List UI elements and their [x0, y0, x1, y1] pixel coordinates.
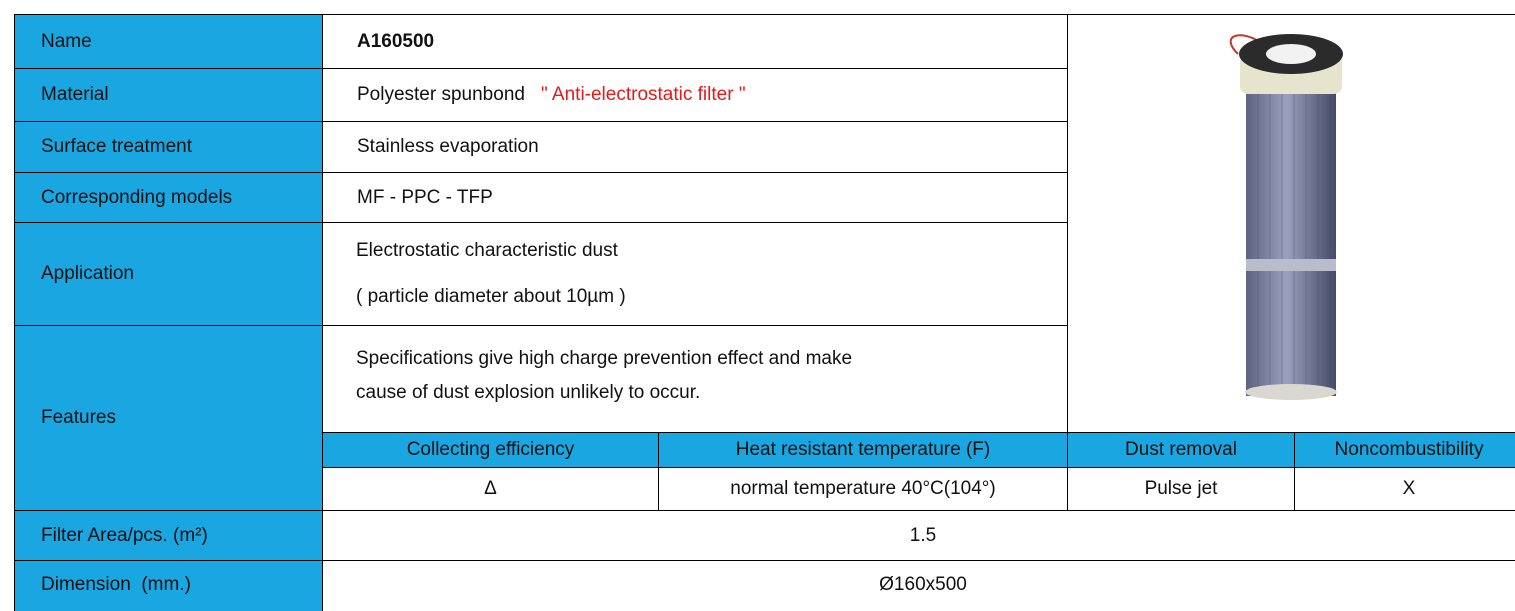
page: Name A160500 Material Polyester spunbond…: [0, 0, 1515, 611]
value-cell: 1.5: [322, 510, 1515, 561]
value-cell: Δ: [322, 467, 659, 511]
value: Pulse jet: [1145, 478, 1218, 500]
filter-image: [1068, 14, 1515, 433]
label: Application: [41, 263, 134, 285]
value-line: Electrostatic characteristic dust: [356, 240, 618, 262]
label: Corresponding models: [41, 187, 232, 209]
label-cell: Corresponding models: [14, 172, 323, 223]
value: 1.5: [910, 525, 936, 547]
header: Collecting efficiency: [407, 439, 575, 461]
header-cell: Noncombustibility: [1294, 432, 1515, 468]
value-cell: Ø160x500: [322, 560, 1515, 611]
label-cell: Features: [14, 325, 323, 511]
value: A160500: [357, 31, 434, 53]
value: X: [1403, 478, 1416, 500]
value: MF - PPC - TFP: [357, 187, 493, 209]
label-cell: Filter Area/pcs. (m²): [14, 510, 323, 561]
value-cell: Stainless evaporation: [322, 121, 1068, 173]
label-cell: Application: [14, 222, 323, 326]
header-cell: Dust removal: [1067, 432, 1295, 468]
header: Noncombustibility: [1335, 439, 1484, 461]
value-cell: [322, 222, 1068, 326]
value-cell: Pulse jet: [1067, 467, 1295, 511]
value-cell: A160500: [322, 14, 1068, 69]
label: Name: [41, 31, 92, 53]
label: Features: [41, 407, 116, 429]
label-cell: Name: [14, 14, 323, 69]
label-cell: Dimension (mm.): [14, 560, 323, 611]
value-line: cause of dust explosion unlikely to occu…: [356, 382, 700, 404]
value: normal temperature 40°C(104°): [730, 478, 995, 500]
value-cell: [322, 325, 1068, 433]
header: Dust removal: [1125, 439, 1237, 461]
label-cell: Material: [14, 68, 323, 122]
value: Stainless evaporation: [357, 136, 539, 158]
label: Material: [41, 84, 109, 106]
image-cell: [1067, 14, 1515, 433]
value-cell: MF - PPC - TFP: [322, 172, 1068, 223]
value: Polyester spunbond: [357, 84, 525, 106]
value-cell: normal temperature 40°C(104°): [658, 467, 1068, 511]
value: Δ: [484, 478, 497, 500]
label: Filter Area/pcs. (m²): [41, 525, 208, 547]
value: Ø160x500: [879, 574, 967, 596]
header-cell: Collecting efficiency: [322, 432, 659, 468]
value-line: Specifications give high charge preventi…: [356, 348, 852, 370]
value-line: ( particle diameter about 10µm ): [356, 286, 626, 308]
note: " Anti-electrostatic filter ": [541, 84, 746, 106]
header-cell: Heat resistant temperature (F): [658, 432, 1068, 468]
label-cell: Surface treatment: [14, 121, 323, 173]
value-cell: X: [1294, 467, 1515, 511]
label: Surface treatment: [41, 136, 192, 158]
header: Heat resistant temperature (F): [736, 439, 990, 461]
label: Dimension (mm.): [41, 574, 191, 596]
value-cell: Polyester spunbond " Anti-electrostatic f…: [322, 68, 1068, 122]
